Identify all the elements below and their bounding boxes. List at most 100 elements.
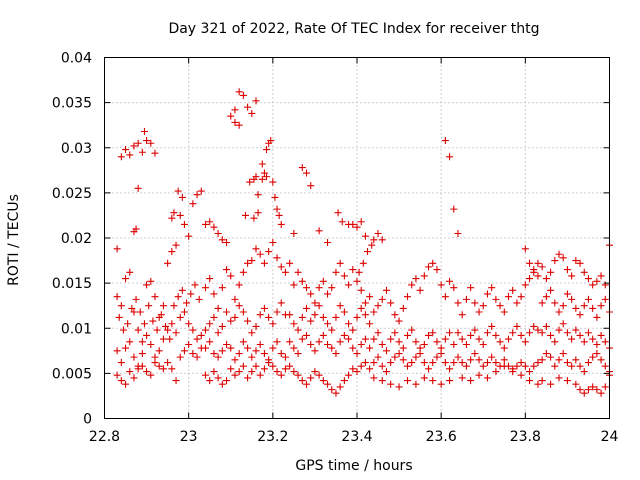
- data-point: [534, 326, 542, 334]
- data-point: [357, 286, 365, 294]
- data-point: [126, 268, 134, 276]
- data-point: [332, 350, 340, 358]
- data-point: [370, 236, 378, 244]
- data-point: [593, 313, 601, 321]
- data-point: [399, 356, 407, 364]
- data-point: [294, 326, 302, 334]
- data-point: [492, 368, 500, 376]
- data-point: [117, 377, 125, 385]
- data-point: [113, 293, 121, 301]
- data-point: [542, 322, 550, 330]
- data-point: [210, 313, 218, 321]
- data-point: [189, 326, 197, 334]
- data-point: [374, 329, 382, 337]
- data-point: [593, 350, 601, 358]
- data-point: [500, 344, 508, 352]
- data-point: [353, 313, 361, 321]
- data-point: [223, 266, 231, 274]
- data-point: [538, 263, 546, 271]
- data-point: [277, 350, 285, 358]
- data-point: [263, 173, 271, 181]
- data-point: [391, 311, 399, 319]
- data-point: [593, 386, 601, 394]
- data-point: [526, 259, 534, 267]
- data-point: [364, 248, 372, 256]
- data-point: [391, 329, 399, 337]
- data-point: [138, 350, 146, 358]
- data-point: [260, 365, 268, 373]
- data-point: [126, 151, 134, 159]
- data-point: [176, 353, 184, 361]
- data-point: [475, 371, 483, 379]
- data-point: [113, 371, 121, 379]
- data-point: [202, 284, 209, 292]
- data-point: [538, 377, 546, 385]
- data-point: [256, 341, 264, 348]
- data-point: [526, 377, 534, 385]
- data-point: [311, 347, 319, 355]
- data-point: [517, 359, 525, 367]
- data-point: [359, 259, 367, 267]
- data-point: [568, 272, 576, 280]
- data-point: [117, 302, 125, 310]
- data-point: [584, 386, 592, 394]
- data-point: [467, 284, 475, 292]
- data-point: [252, 245, 260, 253]
- data-point: [425, 365, 433, 373]
- data-point: [202, 344, 209, 352]
- data-point: [223, 377, 231, 385]
- data-point: [151, 359, 159, 367]
- data-point: [458, 359, 466, 367]
- data-point: [526, 368, 534, 376]
- data-point: [286, 311, 294, 319]
- data-point: [286, 259, 294, 267]
- data-point: [361, 335, 369, 343]
- data-point: [223, 308, 231, 316]
- data-point: [479, 362, 487, 370]
- data-point: [483, 374, 491, 382]
- data-point: [576, 259, 584, 267]
- chart-title: Day 321 of 2022, Rate Of TEC Index for r…: [168, 21, 539, 37]
- data-point: [170, 209, 178, 217]
- data-point: [254, 191, 262, 199]
- data-point: [496, 338, 504, 346]
- data-point: [319, 277, 327, 285]
- data-point: [450, 284, 458, 292]
- data-point: [454, 353, 462, 361]
- data-point: [303, 284, 310, 292]
- data-point: [183, 299, 191, 307]
- data-point: [547, 331, 555, 339]
- data-point: [328, 326, 336, 334]
- data-point: [267, 137, 275, 145]
- data-point: [138, 362, 146, 370]
- data-point: [311, 299, 319, 307]
- data-point: [395, 317, 403, 325]
- data-point: [500, 356, 508, 364]
- y-tick-label: 0.03: [61, 141, 92, 157]
- data-point: [340, 377, 348, 385]
- data-point: [370, 374, 378, 382]
- data-point: [298, 277, 306, 285]
- data-point: [151, 149, 159, 157]
- data-point: [563, 377, 571, 385]
- data-point: [315, 371, 323, 379]
- data-point: [303, 380, 310, 388]
- data-point: [462, 295, 470, 303]
- data-point: [534, 359, 542, 367]
- data-point: [551, 338, 559, 346]
- data-point: [589, 281, 597, 289]
- data-point: [387, 335, 395, 343]
- data-point: [357, 218, 365, 226]
- data-point: [458, 311, 466, 319]
- data-point: [450, 341, 458, 348]
- y-tick-label: 0.025: [52, 186, 92, 202]
- data-point: [235, 121, 243, 129]
- data-point: [185, 320, 193, 328]
- data-point: [580, 302, 588, 310]
- data-point: [227, 112, 235, 120]
- data-point: [117, 153, 125, 161]
- data-point: [281, 353, 289, 361]
- data-point: [521, 362, 529, 370]
- data-point: [530, 362, 538, 370]
- data-point: [340, 331, 348, 339]
